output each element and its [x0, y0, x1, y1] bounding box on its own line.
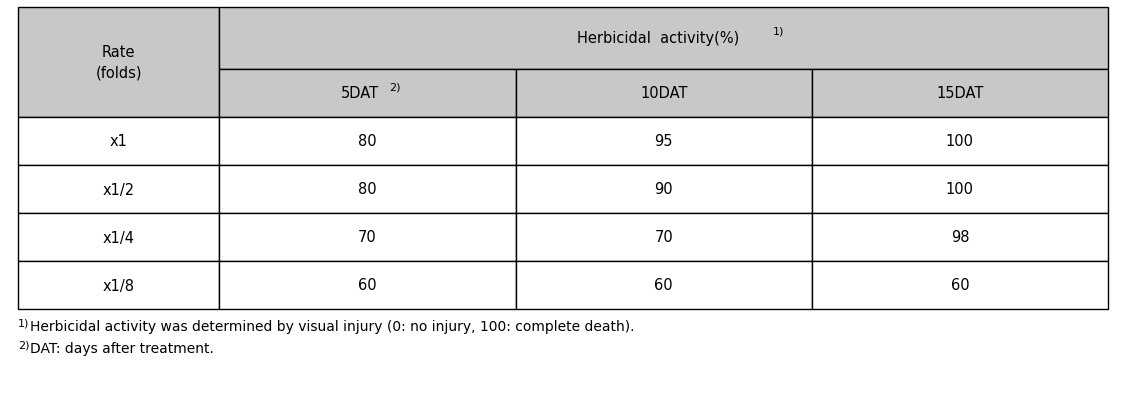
Text: 80: 80 — [359, 182, 377, 197]
Text: 2): 2) — [18, 339, 29, 349]
Text: 70: 70 — [359, 230, 377, 245]
Text: 90: 90 — [654, 182, 673, 197]
Text: 60: 60 — [359, 278, 377, 293]
Text: 2): 2) — [389, 82, 402, 92]
Text: x1/2: x1/2 — [103, 182, 134, 197]
Text: 70: 70 — [654, 230, 673, 245]
Text: 10DAT: 10DAT — [640, 86, 687, 101]
Text: 60: 60 — [654, 278, 673, 293]
Bar — [18, 8, 220, 118]
Text: 95: 95 — [654, 134, 673, 149]
Bar — [18, 166, 220, 213]
Bar — [220, 118, 515, 166]
Text: DAT: days after treatment.: DAT: days after treatment. — [30, 341, 214, 355]
Bar — [515, 166, 812, 213]
Text: x1: x1 — [109, 134, 127, 149]
Text: 98: 98 — [951, 230, 969, 245]
Bar — [515, 261, 812, 309]
Text: 1): 1) — [18, 317, 29, 327]
Bar — [812, 118, 1108, 166]
Bar — [220, 70, 515, 118]
Text: x1/4: x1/4 — [103, 230, 134, 245]
Text: 80: 80 — [359, 134, 377, 149]
Bar — [220, 213, 515, 261]
Bar — [812, 213, 1108, 261]
Bar — [515, 70, 812, 118]
Bar — [18, 118, 220, 166]
Bar — [220, 8, 1108, 70]
Bar — [220, 166, 515, 213]
Text: Herbicidal  activity(%): Herbicidal activity(%) — [576, 31, 739, 47]
Bar — [18, 261, 220, 309]
Bar — [812, 261, 1108, 309]
Text: 60: 60 — [951, 278, 969, 293]
Text: x1/8: x1/8 — [103, 278, 134, 293]
Text: 15DAT: 15DAT — [936, 86, 984, 101]
Text: 100: 100 — [946, 182, 973, 197]
Text: Rate
(folds): Rate (folds) — [96, 45, 142, 81]
Text: Herbicidal activity was determined by visual injury (0: no injury, 100: complete: Herbicidal activity was determined by vi… — [30, 319, 634, 333]
Text: 5DAT: 5DAT — [341, 86, 379, 101]
Bar — [812, 166, 1108, 213]
Text: 100: 100 — [946, 134, 973, 149]
Bar — [812, 70, 1108, 118]
Bar — [515, 213, 812, 261]
Bar — [515, 118, 812, 166]
Bar — [18, 213, 220, 261]
Text: 1): 1) — [773, 26, 784, 36]
Bar — [220, 261, 515, 309]
